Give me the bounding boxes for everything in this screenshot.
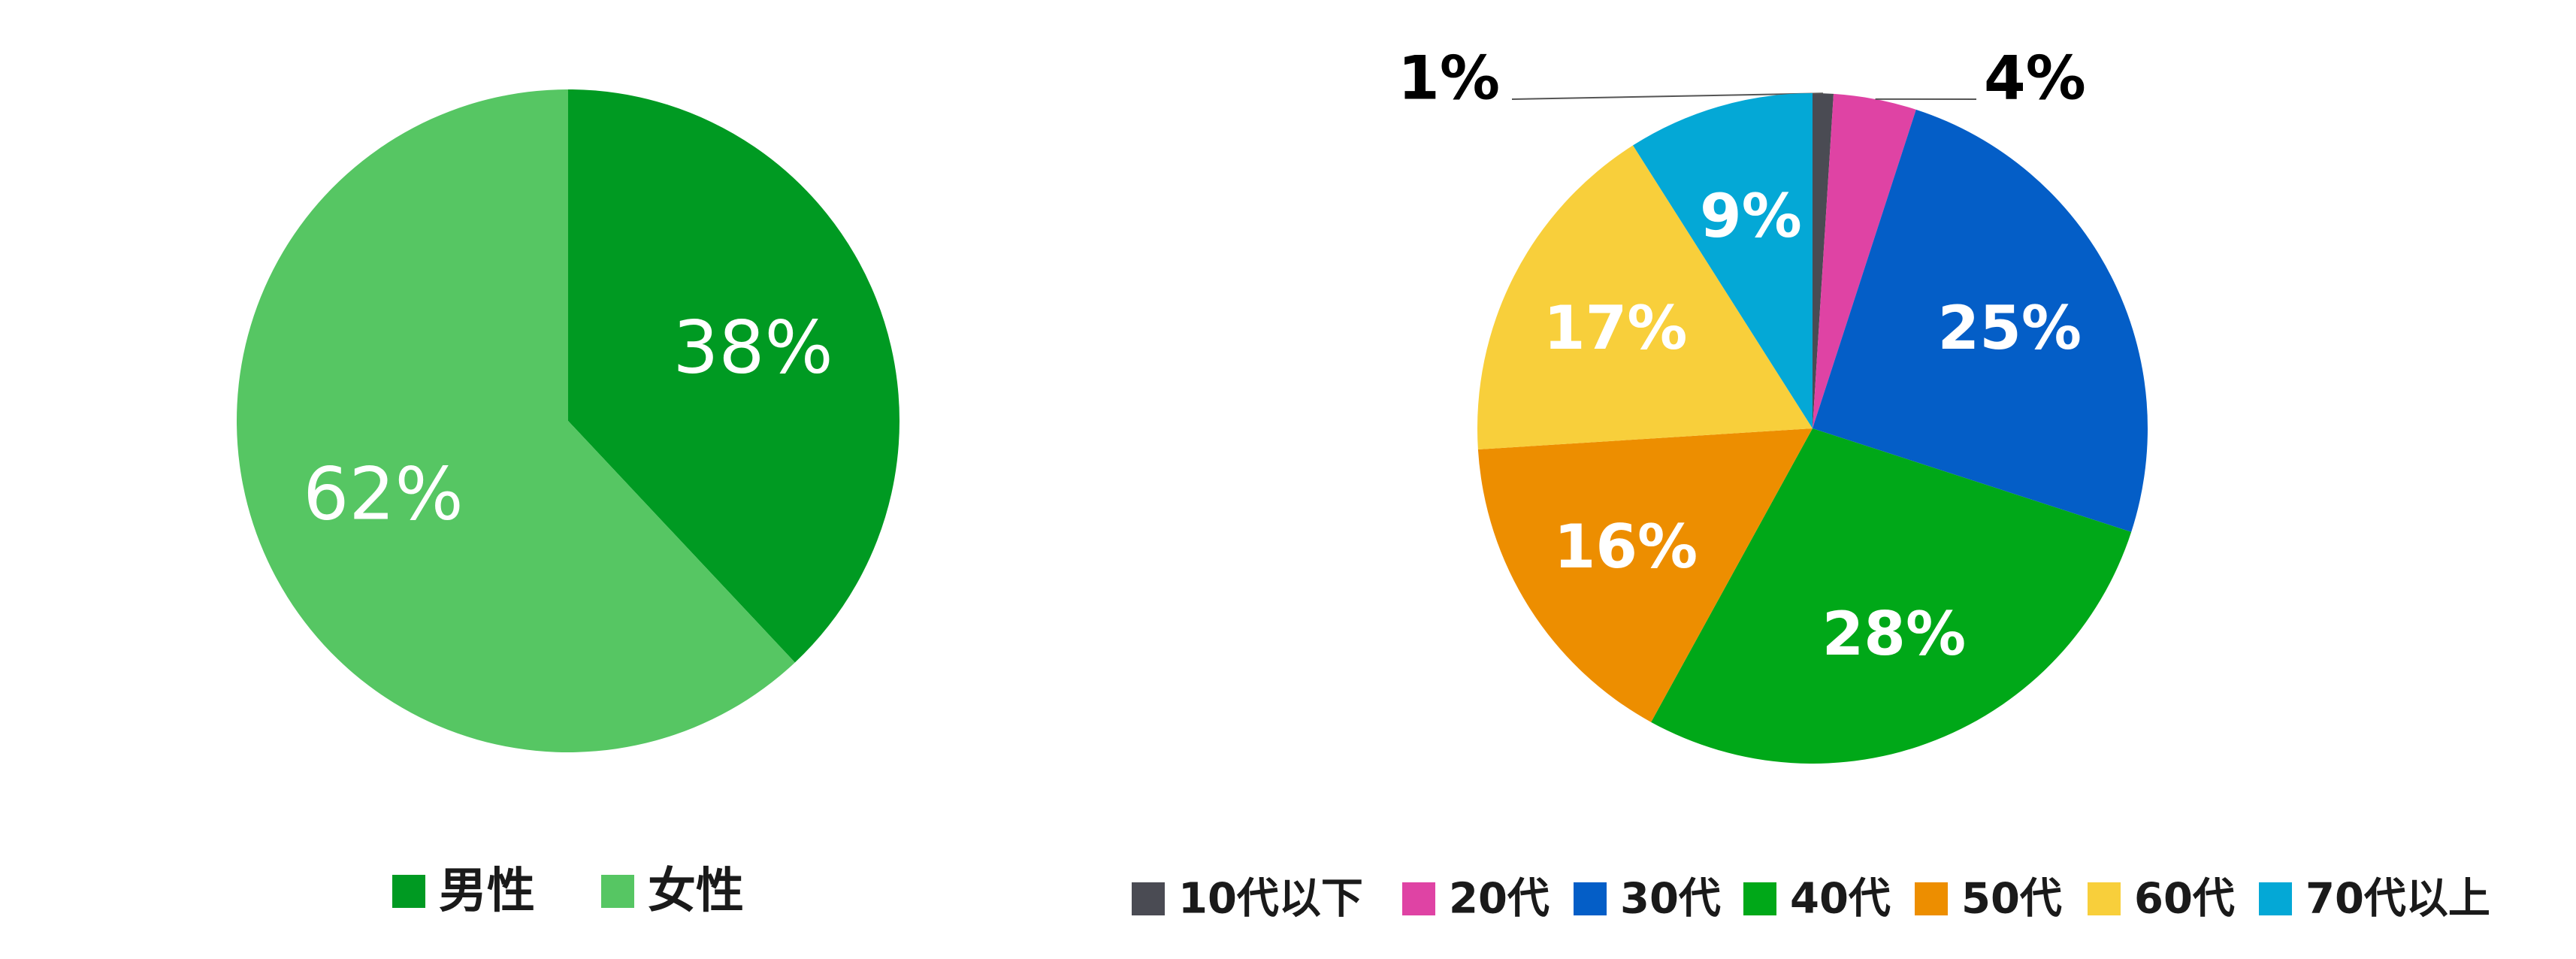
age-legend: 10代以下 20代 30代 40代 50代 60代 70代以上 [1132, 875, 2490, 924]
slice-label-2: 25% [1938, 293, 2082, 363]
legend-swatch-5 [2088, 882, 2121, 915]
legend-swatch-0 [1132, 882, 1165, 915]
pie-slice-2 [1813, 109, 2148, 532]
pie-slice-0 [568, 89, 899, 663]
legend-swatch-3 [1743, 882, 1776, 915]
slice-label-1: 62% [303, 452, 463, 536]
pie-slice-1 [1813, 93, 1916, 429]
slice-label-3: 28% [1822, 599, 1966, 669]
age-pie-chart: 1% 4% 25% 28% 16% 17%9% [1398, 44, 2148, 764]
legend-label-2: 30代 [1620, 875, 1721, 924]
leader-line-0 [1511, 92, 1824, 100]
slice-label-6: 9% [1700, 181, 1802, 251]
slice-label-0: 1% [1398, 44, 1500, 113]
pie-slice-5 [1477, 145, 1813, 450]
pie-slice-3 [1651, 428, 2132, 764]
slice-label-4: 16% [1554, 512, 1698, 582]
legend-label-6: 70代以上 [2305, 875, 2490, 924]
legend-label-1: 女性 [648, 864, 744, 919]
gender-legend: 男性 女性 [392, 864, 744, 919]
legend-label-0: 男性 [439, 864, 535, 919]
pie-slice-6 [1633, 93, 1813, 428]
legend-swatch-2 [1574, 882, 1607, 915]
legend-swatch-0 [392, 875, 425, 908]
legend-swatch-1 [601, 875, 634, 908]
gender-pie-chart: 38% 62% [236, 89, 899, 752]
legend-label-4: 50代 [1961, 875, 2062, 924]
slice-label-5: 17% [1543, 293, 1687, 363]
legend-swatch-1 [1402, 882, 1435, 915]
legend-swatch-4 [1915, 882, 1948, 915]
legend-label-5: 60代 [2134, 875, 2235, 924]
slice-label-0: 38% [673, 306, 833, 390]
pie-slice-4 [1477, 428, 1813, 722]
legend-swatch-6 [2259, 882, 2292, 915]
slice-label-1: 4% [1984, 44, 2086, 113]
pie-slice-0 [1813, 93, 1834, 428]
legend-label-0: 10代以下 [1178, 875, 1363, 924]
legend-label-3: 40代 [1790, 875, 1891, 924]
pie-slice-1 [236, 89, 795, 752]
legend-label-1: 20代 [1449, 875, 1550, 924]
